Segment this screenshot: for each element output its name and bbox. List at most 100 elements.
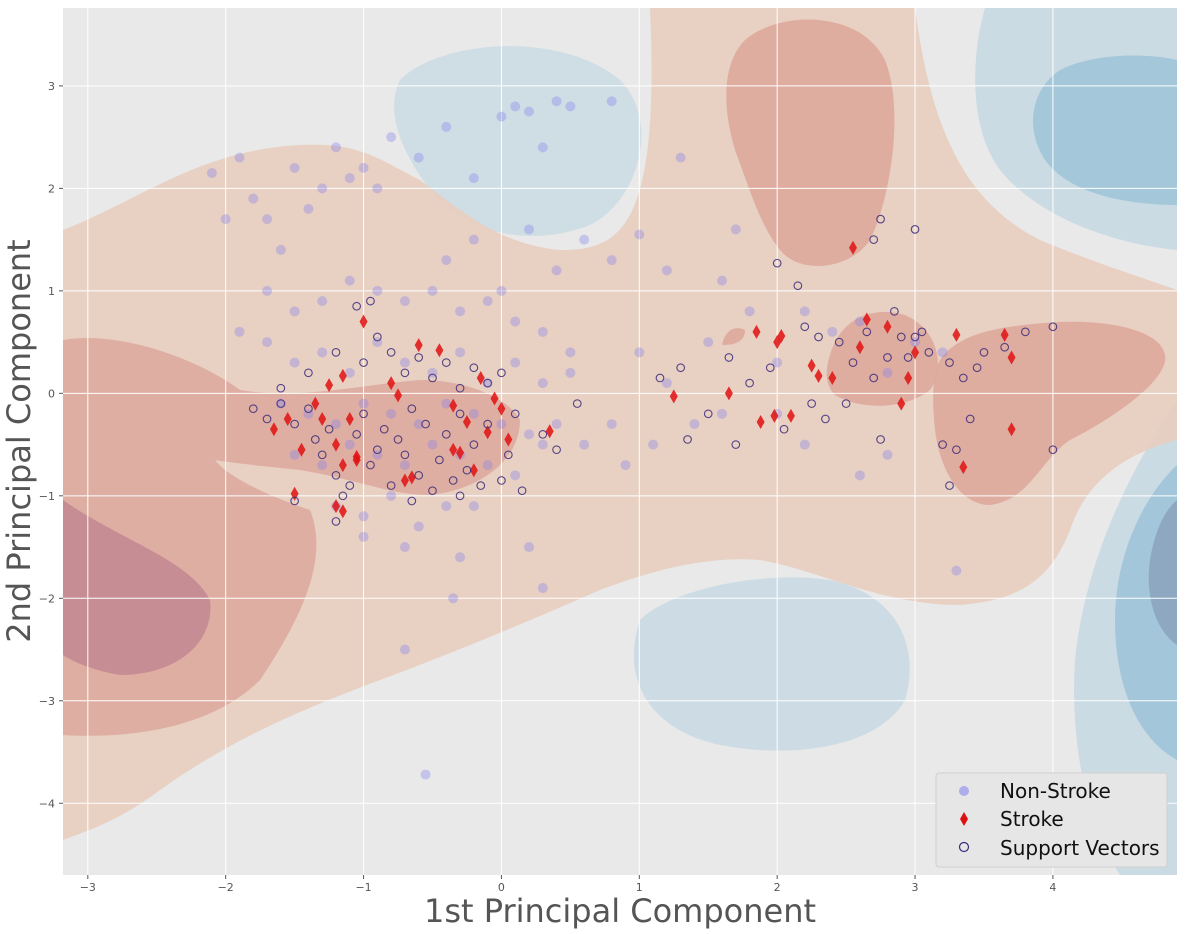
stroke-point (545, 424, 554, 439)
non-stroke-point (344, 367, 355, 378)
support-vector-point (441, 429, 451, 439)
non-stroke-point (606, 419, 617, 430)
support-vector-point (683, 435, 692, 444)
non-stroke-point (399, 357, 410, 368)
support-vector-point (338, 491, 348, 501)
support-vector-point (676, 363, 686, 373)
non-stroke-point (537, 583, 548, 594)
support-vector-point (890, 306, 899, 316)
non-stroke-point (951, 565, 962, 576)
region-red-mid-center-right (826, 311, 938, 406)
non-stroke-point (441, 501, 452, 512)
region-red-dark-left (63, 500, 211, 675)
non-stroke-point (689, 419, 700, 430)
points-layer (206, 96, 1058, 780)
non-stroke-point (372, 183, 383, 194)
non-stroke-point (317, 183, 328, 194)
x-axis-label: 1st Principal Component (424, 892, 816, 930)
non-stroke-point (510, 470, 521, 481)
stroke-point (414, 338, 423, 353)
non-stroke-point (399, 542, 410, 553)
support-vector-point (448, 476, 458, 485)
non-stroke-point (510, 316, 521, 327)
support-vector-point (869, 373, 879, 383)
support-vector-point (807, 399, 816, 408)
non-stroke-point (524, 224, 535, 235)
non-stroke-point (248, 193, 259, 204)
non-stroke-point (358, 531, 369, 542)
non-stroke-point (510, 101, 521, 112)
non-stroke-point (468, 173, 479, 184)
region-red-mid-top-right (726, 19, 895, 267)
support-vector-point (359, 358, 368, 367)
x-tick-label: −1 (355, 881, 371, 894)
support-vector-point (1048, 322, 1058, 332)
y-tick-label: −2 (39, 592, 55, 605)
stroke-point (883, 319, 892, 334)
non-stroke-point (551, 265, 562, 276)
non-stroke-point (537, 326, 548, 337)
support-vector-point (821, 414, 830, 424)
non-stroke-point (799, 306, 810, 317)
support-vector-point (421, 419, 430, 429)
non-stroke-point (634, 347, 645, 358)
non-stroke-point (579, 234, 590, 245)
support-vector-point (938, 440, 947, 449)
support-vector-point (428, 373, 437, 383)
legend-label-non-stroke: Non-Stroke (1000, 779, 1111, 803)
stroke-point (952, 327, 961, 342)
non-stroke-point (358, 511, 369, 522)
stroke-point (352, 449, 361, 464)
support-vector-point (883, 353, 892, 362)
non-stroke-point (455, 552, 466, 563)
support-vector-point (572, 399, 582, 408)
support-vector-point (703, 409, 713, 419)
support-vector-point (945, 481, 954, 490)
support-vector-point (331, 347, 341, 357)
support-vector-point (331, 470, 341, 480)
grid (63, 8, 1177, 875)
support-vector-point (910, 225, 920, 234)
stroke-point (807, 358, 816, 373)
non-stroke-point (344, 173, 355, 184)
support-vector-point (476, 481, 486, 490)
non-stroke-point (427, 439, 438, 450)
stroke-point (476, 370, 485, 385)
support-vector-point (386, 481, 396, 490)
non-stroke-point (882, 367, 893, 378)
region-red-light (63, 8, 1177, 840)
non-stroke-point (234, 326, 245, 337)
support-vector-point (1000, 342, 1010, 352)
non-stroke-point (289, 449, 300, 460)
support-vector-point (655, 373, 665, 383)
stroke-point (504, 432, 513, 447)
stroke-point (497, 401, 506, 416)
support-vector-point (435, 455, 444, 465)
support-vector-point (876, 435, 885, 444)
support-vector-point (290, 419, 299, 429)
support-vector-point (497, 476, 506, 485)
non-stroke-point (234, 152, 245, 163)
support-vector-point (372, 332, 382, 342)
stroke-point (331, 437, 340, 452)
non-stroke-point (854, 470, 865, 481)
y-tick-label: 0 (48, 387, 55, 400)
legend-box (935, 772, 1168, 868)
non-stroke-point (717, 275, 728, 286)
support-vector-point (345, 481, 355, 490)
support-vector-point (497, 368, 506, 378)
y-tick-label: 1 (48, 285, 55, 298)
support-vector-point (407, 404, 417, 414)
stroke-point (814, 368, 823, 383)
stroke-point (449, 398, 458, 413)
decision-regions (63, 8, 1177, 875)
non-stroke-point (289, 357, 300, 368)
stroke-point (400, 473, 409, 488)
stroke-point (387, 376, 396, 391)
stroke-point (724, 386, 733, 401)
y-tick-label: −1 (39, 490, 55, 503)
non-stroke-point (262, 214, 273, 225)
non-stroke-point (717, 408, 728, 419)
support-vector-point (290, 496, 299, 506)
stroke-point (959, 460, 968, 475)
